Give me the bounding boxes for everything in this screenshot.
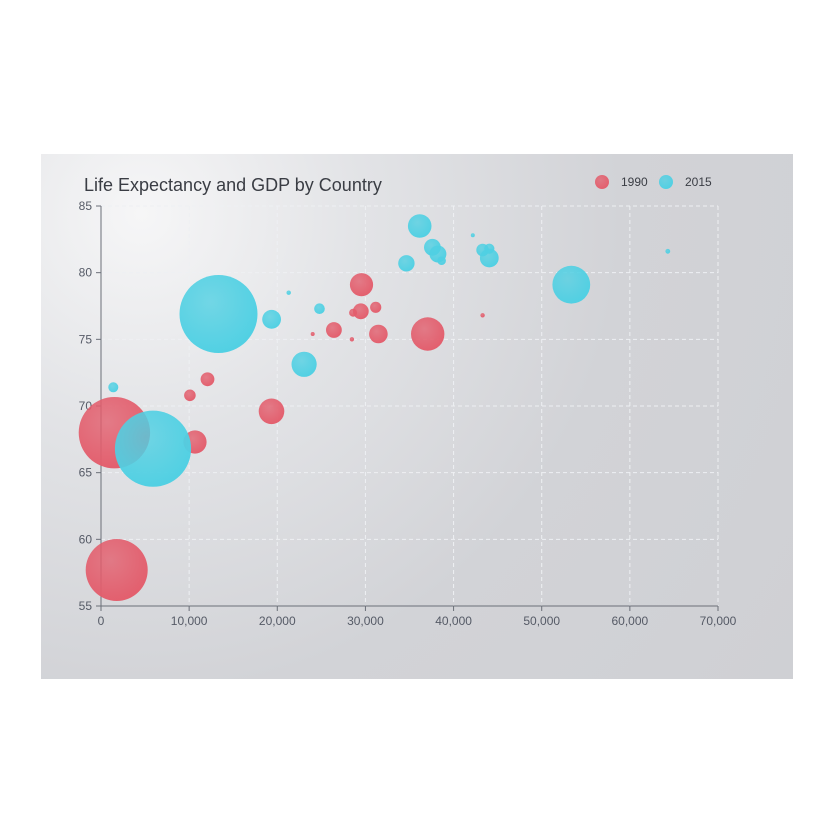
bubble-1990[interactable] (326, 322, 342, 338)
bubble-2015[interactable] (114, 410, 192, 487)
bubble-2015[interactable] (552, 265, 591, 304)
y-tick-label: 55 (79, 599, 93, 613)
y-tick-label: 65 (79, 466, 93, 480)
bubble-2015[interactable] (398, 255, 415, 272)
legend-label: 1990 (621, 175, 648, 189)
bubble-2015[interactable] (262, 309, 281, 329)
y-tick-label: 75 (79, 332, 93, 346)
x-tick-label: 60,000 (612, 614, 649, 628)
bubble-2015[interactable] (437, 256, 446, 265)
legend-marker (659, 175, 673, 189)
bubble-1990[interactable] (349, 308, 358, 317)
legend-marker (595, 175, 609, 189)
bubble-1990[interactable] (349, 273, 374, 297)
bubble-2015[interactable] (286, 290, 291, 295)
bubble-1990[interactable] (184, 389, 196, 402)
x-tick-label: 40,000 (435, 614, 472, 628)
bubble-2015[interactable] (314, 303, 325, 314)
bubble-1990[interactable] (200, 372, 215, 387)
bubble-1990[interactable] (369, 324, 388, 344)
bubble-2015[interactable] (108, 382, 119, 393)
y-tick-label: 85 (79, 199, 93, 213)
bubble-chart: Life Expectancy and GDP by Country 1990 2… (78, 175, 737, 628)
bubble-1990[interactable] (411, 317, 445, 351)
bubble-2015[interactable] (179, 275, 258, 353)
bubble-1990[interactable] (370, 301, 382, 313)
bubble-1990[interactable] (85, 539, 148, 601)
bubble-2015[interactable] (665, 248, 671, 254)
bubble-1990[interactable] (258, 398, 285, 425)
chart-panel: Life Expectancy and GDP by Country 1990 2… (41, 154, 793, 679)
x-tick-label: 30,000 (347, 614, 384, 628)
x-tick-label: 50,000 (523, 614, 560, 628)
bubble-1990[interactable] (352, 303, 369, 320)
chart-title: Life Expectancy and GDP by Country (84, 175, 382, 195)
bubble-2015[interactable] (470, 233, 475, 238)
bubble-1990[interactable] (349, 337, 355, 342)
bubble-1990[interactable] (480, 313, 485, 318)
series-2015 (108, 214, 671, 487)
x-tick-label: 20,000 (259, 614, 296, 628)
legend[interactable]: 1990 2015 (595, 175, 712, 189)
bubble-2015[interactable] (484, 243, 495, 254)
bubble-2015[interactable] (407, 214, 432, 238)
x-tick-label: 10,000 (171, 614, 208, 628)
bubble-1990[interactable] (310, 332, 315, 336)
x-tick-label: 0 (98, 614, 105, 628)
y-tick-label: 60 (79, 532, 93, 546)
y-tick-label: 80 (79, 266, 93, 280)
legend-label: 2015 (685, 175, 712, 189)
data-marks (78, 214, 671, 601)
legend-item-2015[interactable]: 2015 (659, 175, 712, 189)
bubble-2015[interactable] (291, 351, 317, 377)
legend-item-1990[interactable]: 1990 (595, 175, 648, 189)
x-tick-label: 70,000 (700, 614, 737, 628)
